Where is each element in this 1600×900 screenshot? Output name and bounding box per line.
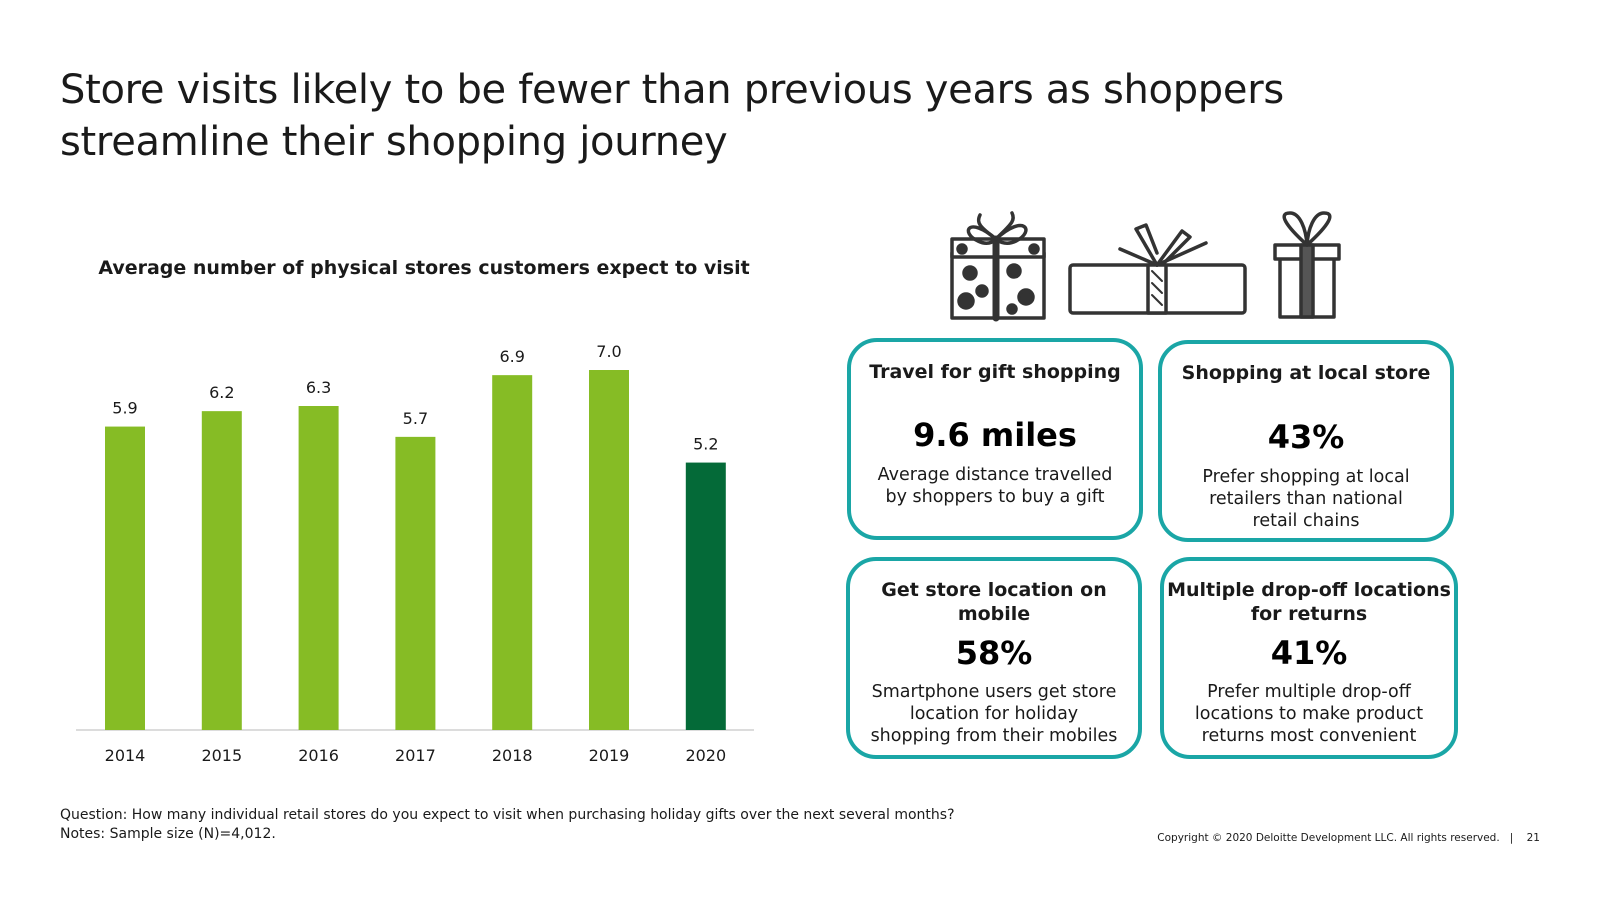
- bar-2014: [105, 426, 145, 730]
- polka-dot-gift-icon: [950, 211, 1046, 322]
- bar-chart: 5.9 2014 6.2 2015 6.3 2016 5.7 2017 6.9 2018 7.0 20…: [76, 342, 754, 765]
- page-title-line-1: Store visits likely to be fewer than pre…: [60, 67, 1284, 113]
- bar-2017: [395, 436, 436, 730]
- data-label-2018: 6.9: [499, 347, 524, 366]
- footnote: Question: How many individual retail sto…: [60, 806, 955, 844]
- card-shopping-local-store: Shopping at local store 43% Prefer shopp…: [1158, 340, 1454, 542]
- wide-gift-box-icon: [1068, 223, 1247, 315]
- card-description: Prefer shopping at local retailers than …: [1202, 467, 1410, 531]
- x-tick-label-2017: 2017: [395, 746, 436, 765]
- card-store-location-mobile: Get store location on mobile 58% Smartph…: [846, 557, 1142, 759]
- bar-2018: [492, 375, 533, 730]
- data-label-2016: 6.3: [306, 378, 331, 397]
- card-value: 43%: [1267, 418, 1345, 456]
- footnote-question: Question: How many individual retail sto…: [60, 807, 955, 823]
- footnote-notes: Notes: Sample size (N)=4,012.: [60, 826, 276, 842]
- x-tick-label-2019: 2019: [589, 746, 630, 765]
- footer-separator: |: [1503, 832, 1524, 844]
- copyright-text: Copyright © 2020 Deloitte Development LL…: [1157, 832, 1500, 844]
- x-tick-label-2015: 2015: [201, 746, 242, 765]
- chart-title: Average number of physical stores custom…: [98, 257, 750, 279]
- page-number: 21: [1526, 832, 1540, 844]
- bar-2019: [589, 370, 629, 730]
- data-label-2020: 5.2: [693, 435, 718, 454]
- data-label-2019: 7.0: [596, 342, 621, 361]
- tall-gift-icon: [1273, 211, 1341, 319]
- card-value: 9.6 miles: [913, 416, 1077, 454]
- x-tick-label-2016: 2016: [298, 746, 339, 765]
- data-label-2015: 6.2: [209, 383, 234, 402]
- card-value: 41%: [1270, 634, 1348, 672]
- card-title: Multiple drop-off locations for returns: [1167, 579, 1451, 625]
- data-label-2014: 5.9: [112, 399, 137, 418]
- x-tick-label-2018: 2018: [492, 746, 533, 765]
- card-title: Shopping at local store: [1181, 362, 1431, 384]
- card-value: 58%: [955, 634, 1033, 672]
- card-travel-gift-shopping: Travel for gift shopping 9.6 miles Avera…: [847, 338, 1143, 540]
- x-tick-label-2020: 2020: [685, 746, 726, 765]
- card-description: Prefer multiple drop-off locations to ma…: [1194, 682, 1424, 746]
- data-label-2017: 5.7: [403, 409, 428, 428]
- bar-2020: [685, 462, 726, 730]
- card-description: Smartphone users get store location for …: [870, 682, 1118, 746]
- card-multiple-dropoff-returns: Multiple drop-off locations for returns …: [1160, 557, 1458, 759]
- card-title: Get store location on mobile: [881, 579, 1107, 625]
- x-tick-label-2014: 2014: [105, 746, 146, 765]
- card-title: Travel for gift shopping: [869, 361, 1121, 383]
- page-title: Store visits likely to be fewer than pre…: [60, 64, 1460, 168]
- bar-2015: [201, 411, 242, 730]
- gift-icons: [950, 211, 1341, 322]
- copyright-footer: Copyright © 2020 Deloitte Development LL…: [1100, 832, 1540, 844]
- card-description: Average distance travelled by shoppers t…: [877, 465, 1113, 507]
- page-title-line-2: streamline their shopping journey: [60, 119, 728, 165]
- bar-2016: [298, 406, 339, 730]
